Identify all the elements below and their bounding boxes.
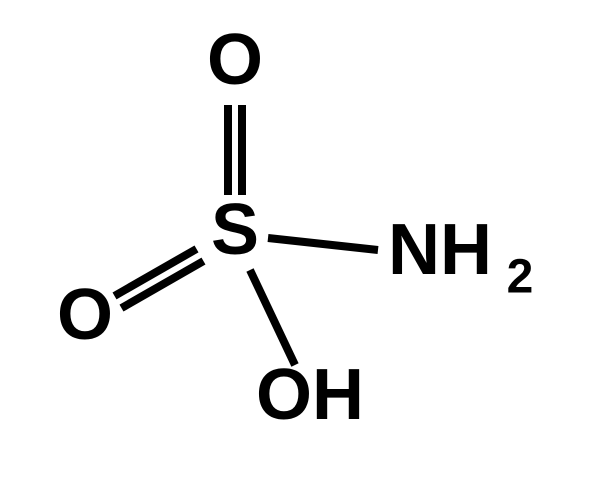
atom-nh-subscript: 2 (507, 251, 534, 304)
molecule-diagram: S O O OH NH 2 (0, 0, 590, 500)
bond-single (250, 270, 295, 365)
atom-o-top: O (207, 20, 263, 100)
atom-oh: OH (256, 355, 364, 435)
atom-nh: NH (388, 210, 492, 290)
atom-s: S (211, 190, 259, 270)
atoms-layer: S O O OH NH 2 (57, 20, 533, 435)
bond-single (268, 238, 378, 250)
atom-o-left: O (57, 275, 113, 355)
